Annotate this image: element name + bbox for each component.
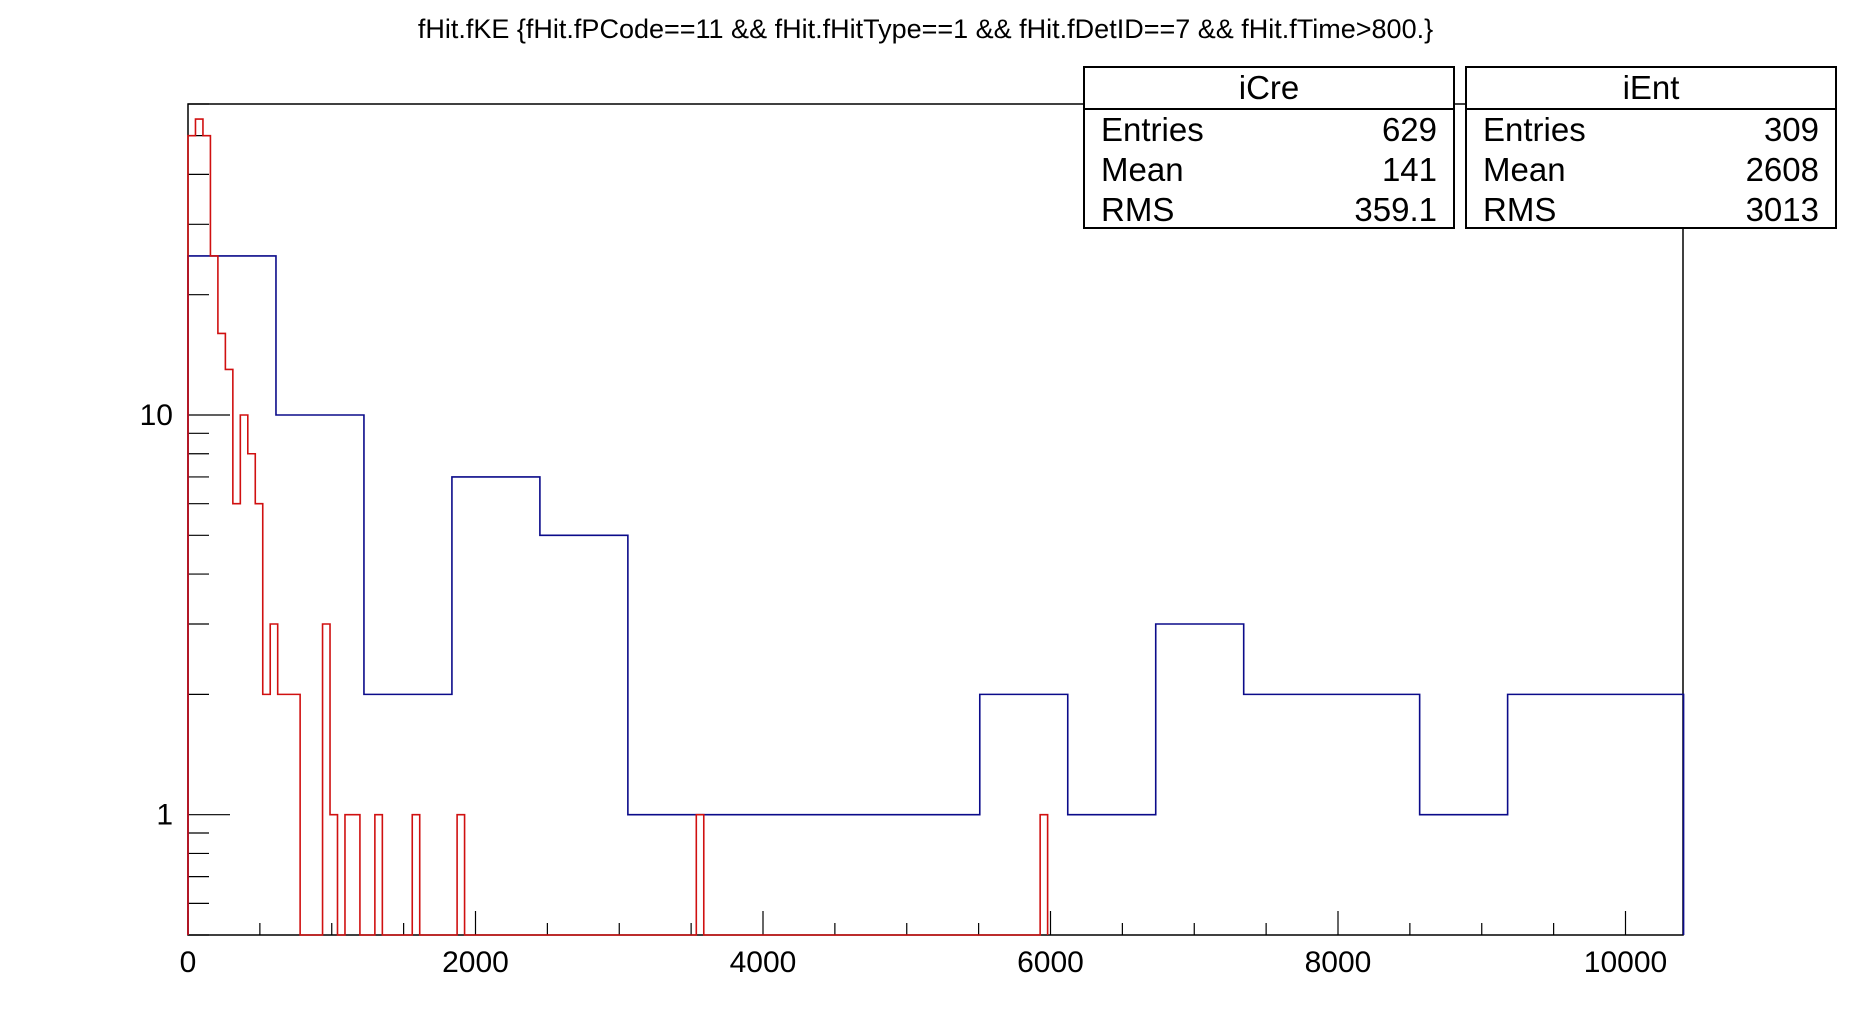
stats-label: RMS bbox=[1483, 191, 1557, 228]
stats-box-title: iEnt bbox=[1467, 68, 1835, 110]
stats-label: Entries bbox=[1101, 111, 1204, 148]
x-tick-label: 2000 bbox=[442, 946, 509, 979]
stats-box-icre: iCre Entries 629 Mean 141 RMS 359.1 bbox=[1083, 66, 1455, 229]
stats-value: 629 bbox=[1381, 111, 1437, 148]
x-tick-label: 4000 bbox=[730, 946, 797, 979]
axes bbox=[187, 103, 1684, 936]
stats-label: RMS bbox=[1101, 191, 1175, 228]
plot-frame bbox=[187, 103, 1684, 936]
x-tick-label: 8000 bbox=[1305, 946, 1372, 979]
y-tick-label: 10 bbox=[140, 399, 173, 432]
stats-box-ient: iEnt Entries 309 Mean 2608 RMS 3013 bbox=[1465, 66, 1837, 229]
stats-value: 2608 bbox=[1745, 151, 1819, 188]
stats-row-entries: Entries 629 bbox=[1085, 110, 1453, 150]
stats-value: 359.1 bbox=[1354, 191, 1437, 228]
x-tick-label: 0 bbox=[180, 946, 197, 979]
stats-row-mean: Mean 141 bbox=[1085, 150, 1453, 190]
histogram-series bbox=[187, 118, 1685, 936]
tick-labels: 0 2000 4000 6000 8000 10000 1 10 bbox=[140, 399, 1668, 979]
y-tick-label: 1 bbox=[156, 799, 173, 832]
stats-value: 3013 bbox=[1745, 191, 1819, 228]
stats-label: Mean bbox=[1483, 151, 1566, 188]
stats-row-rms: RMS 3013 bbox=[1467, 190, 1835, 230]
stats-value: 141 bbox=[1381, 151, 1437, 188]
stats-row-rms: RMS 359.1 bbox=[1085, 190, 1453, 230]
stats-value: 309 bbox=[1763, 111, 1819, 148]
series-icre bbox=[187, 118, 1049, 936]
chart-title: fHit.fKE {fHit.fPCode==11 && fHit.fHitTy… bbox=[417, 14, 1434, 44]
stats-box-title: iCre bbox=[1085, 68, 1453, 110]
x-tick-label: 10000 bbox=[1584, 946, 1667, 979]
stats-row-mean: Mean 2608 bbox=[1467, 150, 1835, 190]
series-ient bbox=[187, 255, 1685, 935]
stats-label: Mean bbox=[1101, 151, 1184, 188]
stats-label: Entries bbox=[1483, 111, 1586, 148]
x-tick-label: 6000 bbox=[1017, 946, 1084, 979]
stats-row-entries: Entries 309 bbox=[1467, 110, 1835, 150]
